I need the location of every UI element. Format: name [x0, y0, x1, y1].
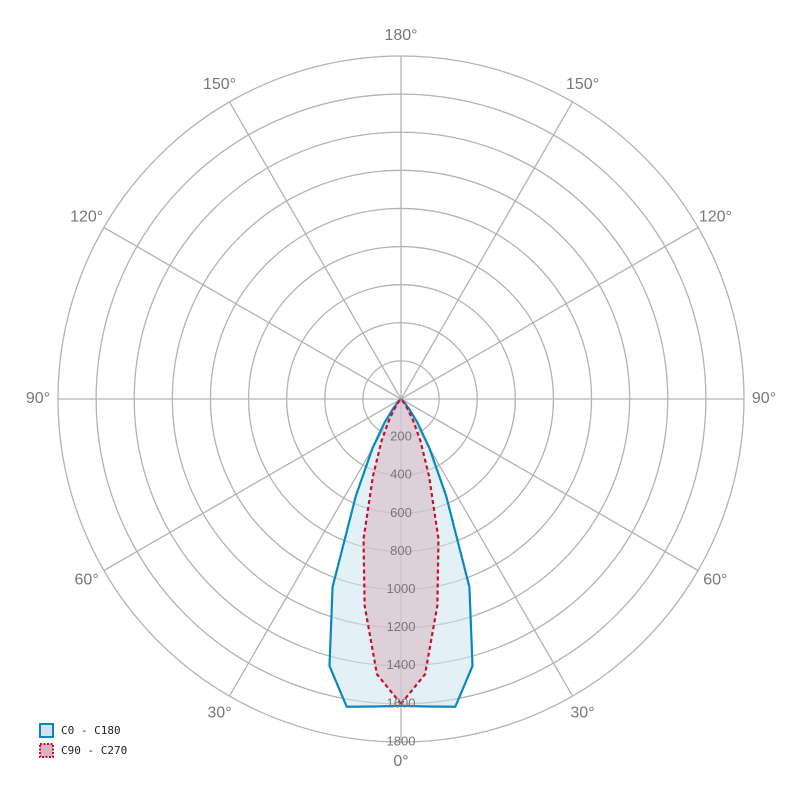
spoke	[228, 101, 402, 400]
plot-area	[328, 398, 474, 708]
angle-label: 150°	[566, 76, 599, 93]
series-line	[328, 398, 402, 708]
angle-label: 120°	[70, 209, 103, 226]
angle-label: 150°	[203, 76, 236, 93]
spoke	[103, 398, 402, 572]
r-tick-label: 1200	[387, 619, 416, 634]
angle-label: 30°	[570, 705, 594, 722]
legend: C0 - C180 C90 - C270	[39, 723, 127, 758]
r-tick-label: 1400	[387, 657, 416, 672]
legend-swatch	[39, 743, 54, 758]
r-tick-label: 600	[390, 505, 412, 520]
series-area	[401, 399, 439, 704]
labels: 0° 30° 30° 60° 60° 90° 90° 120° 120° 150° 150° 180°…	[26, 27, 776, 770]
r-tick-label: 1000	[387, 581, 416, 596]
angle-label: 90°	[752, 390, 776, 407]
spoke	[400, 226, 699, 400]
r-tick-label: 800	[390, 543, 412, 558]
r-tick-label: 400	[390, 467, 412, 482]
legend-label: C0 - C180	[61, 724, 121, 737]
r-tick-label: 1600	[387, 695, 416, 710]
r-tick-label: 200	[390, 429, 412, 444]
angle-label: 180°	[384, 27, 417, 44]
angle-label: 120°	[699, 209, 732, 226]
angle-label: 60°	[703, 572, 727, 589]
series-line	[400, 398, 474, 708]
r-tick-label: 1800	[387, 733, 416, 748]
spoke	[400, 101, 574, 400]
legend-label: C90 - C270	[61, 744, 127, 757]
angle-label: 60°	[75, 572, 99, 589]
angle-label: 30°	[207, 705, 231, 722]
angle-label: 90°	[26, 390, 50, 407]
legend-swatch	[39, 723, 54, 738]
series-line	[400, 398, 440, 705]
spoke	[400, 398, 699, 572]
angle-label: 0°	[393, 753, 408, 770]
spoke	[103, 226, 402, 400]
series-area	[363, 399, 401, 704]
series-line	[362, 398, 402, 705]
